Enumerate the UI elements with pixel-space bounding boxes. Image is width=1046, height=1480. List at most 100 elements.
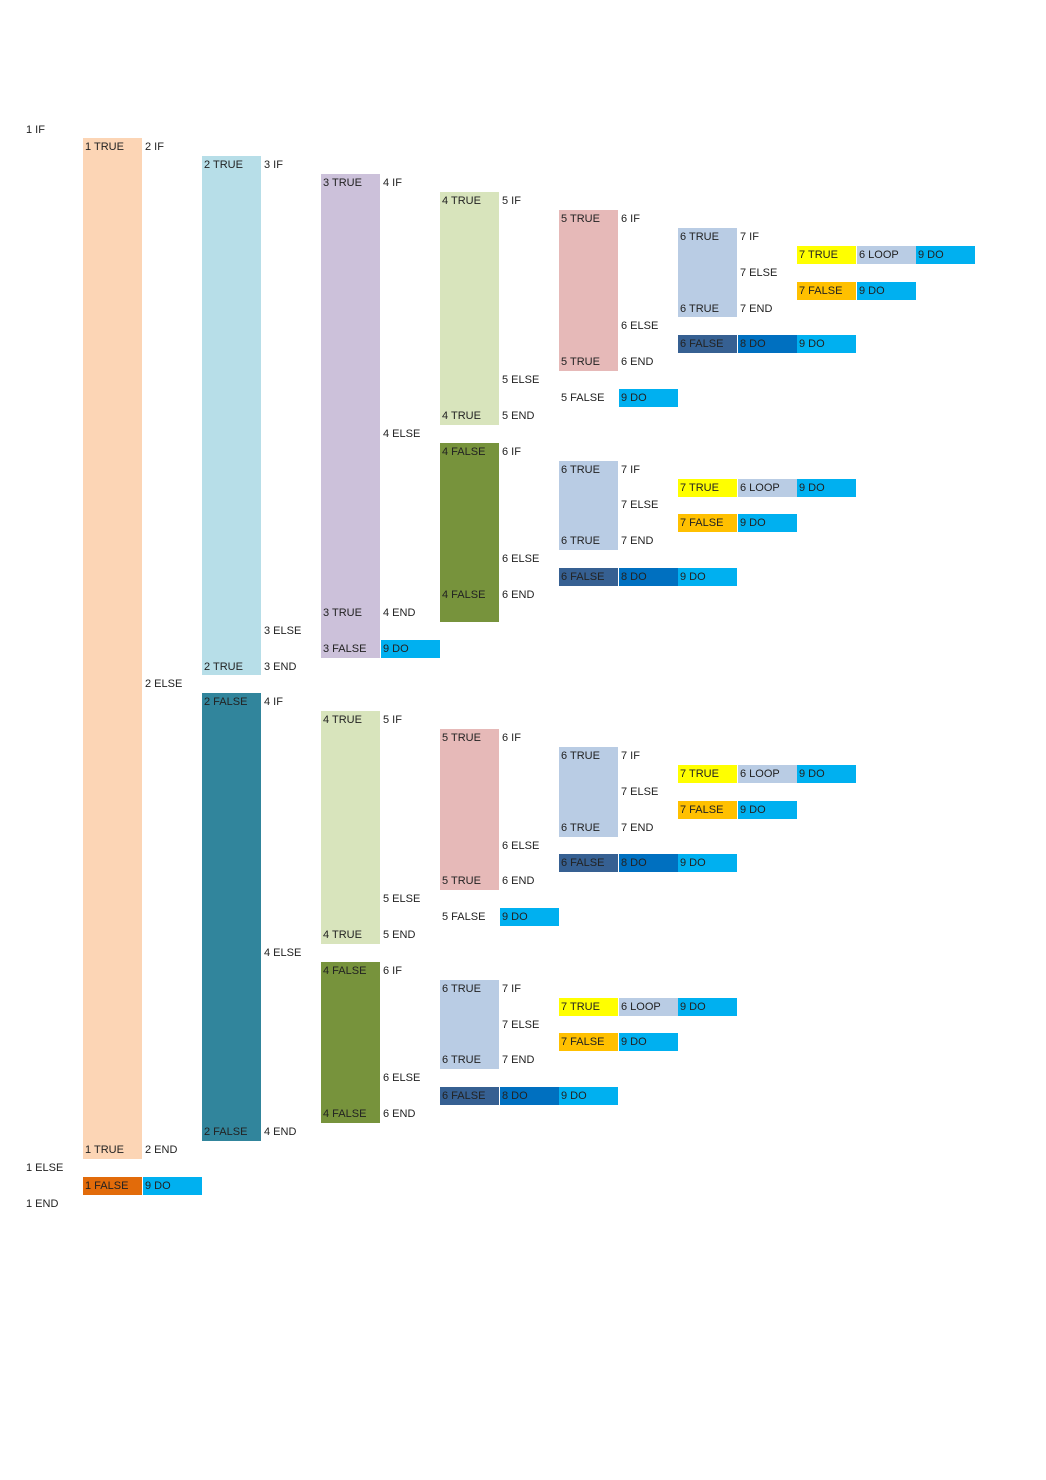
label-6-false: 6 FALSE: [442, 1090, 486, 1103]
branch-6-true-block: [559, 747, 618, 837]
do-9-block: [916, 245, 975, 264]
label-7-else: 7 ELSE: [502, 1018, 540, 1031]
do-8-block: [619, 568, 678, 586]
branch-6-true-block: [678, 227, 737, 318]
do-9-block: [678, 568, 737, 586]
label-7-if: 7 IF: [740, 230, 759, 243]
branch-7-false-block: [797, 281, 856, 300]
branch-7-true-block: [797, 245, 856, 264]
label-6-true: 6 TRUE: [561, 821, 600, 834]
label-1-true: 1 TRUE: [85, 141, 124, 154]
label-8-do: 8 DO: [740, 338, 766, 351]
do-9-block: [797, 335, 856, 354]
label-9-do: 9 DO: [383, 642, 409, 655]
label-7-true: 7 TRUE: [680, 767, 719, 780]
label-6-else: 6 ELSE: [502, 839, 540, 852]
loop-6-block: [738, 478, 797, 497]
label-6-true: 6 TRUE: [680, 302, 719, 315]
branch-3-true-block: [321, 174, 380, 640]
label-9-do: 9 DO: [502, 911, 528, 924]
label-5-true: 5 TRUE: [561, 213, 600, 225]
label-8-do: 8 DO: [621, 571, 647, 583]
label-6-end: 6 END: [621, 356, 654, 369]
label-5-end: 5 END: [383, 929, 416, 941]
label-9-do: 9 DO: [621, 392, 647, 404]
label-9-do: 9 DO: [145, 1179, 171, 1192]
label-6-true: 6 TRUE: [561, 535, 600, 548]
do-8-block: [619, 854, 678, 873]
do-9-block: [619, 1033, 678, 1052]
branch-2-false-block: [202, 693, 261, 1141]
do-9-block: [797, 764, 856, 783]
branch-1-false-block: [83, 1176, 142, 1195]
label-5-false: 5 FALSE: [442, 911, 486, 924]
label-6-true: 6 TRUE: [442, 982, 481, 995]
label-4-else: 4 ELSE: [383, 427, 421, 440]
label-3-true: 3 TRUE: [323, 606, 362, 619]
label-7-true: 7 TRUE: [561, 1000, 600, 1013]
label-4-end: 4 END: [383, 606, 416, 619]
label-6-loop: 6 LOOP: [740, 481, 780, 494]
label-9-do: 9 DO: [561, 1090, 587, 1103]
label-5-end: 5 END: [502, 409, 535, 422]
branch-7-true-block: [678, 764, 737, 783]
label-4-if: 4 IF: [383, 177, 402, 190]
label-7-end: 7 END: [621, 535, 654, 548]
loop-6-block: [738, 764, 797, 783]
label-4-true: 4 TRUE: [323, 714, 362, 727]
label-3-false: 3 FALSE: [323, 642, 367, 655]
branch-5-true-block: [440, 729, 499, 891]
label-4-true: 4 TRUE: [442, 195, 481, 208]
do-9-block: [738, 514, 797, 533]
label-6-else: 6 ELSE: [502, 553, 540, 566]
label-7-else: 7 ELSE: [740, 266, 778, 279]
label-3-else: 3 ELSE: [264, 624, 302, 637]
label-7-end: 7 END: [502, 1054, 535, 1067]
label-5-else: 5 ELSE: [383, 893, 421, 906]
do-9-block: [738, 800, 797, 819]
label-6-false: 6 FALSE: [561, 571, 605, 583]
do-9-block: [797, 478, 856, 497]
label-6-false: 6 FALSE: [561, 857, 605, 870]
label-9-do: 9 DO: [859, 284, 885, 297]
do-9-block: [678, 854, 737, 873]
branch-3-false-block: [321, 639, 380, 658]
branch-7-true-block: [559, 997, 618, 1016]
label-8-do: 8 DO: [502, 1090, 528, 1103]
label-3-true: 3 TRUE: [323, 177, 362, 190]
label-4-true: 4 TRUE: [323, 929, 362, 941]
label-6-end: 6 END: [502, 588, 535, 601]
label-6-if: 6 IF: [502, 445, 521, 458]
label-9-do: 9 DO: [799, 338, 825, 351]
label-4-if: 4 IF: [264, 696, 283, 709]
label-2-if: 2 IF: [145, 141, 164, 154]
label-6-if: 6 IF: [502, 732, 521, 745]
label-2-true: 2 TRUE: [204, 660, 243, 673]
branch-2-true-block: [202, 156, 261, 676]
label-2-else: 2 ELSE: [145, 678, 183, 691]
label-1-end: 1 END: [26, 1197, 59, 1210]
label-6-true: 6 TRUE: [442, 1054, 481, 1067]
label-4-false: 4 FALSE: [323, 964, 367, 977]
label-5-else: 5 ELSE: [502, 374, 540, 387]
label-5-if: 5 IF: [383, 714, 402, 727]
label-5-if: 5 IF: [502, 195, 521, 208]
label-5-true: 5 TRUE: [442, 732, 481, 745]
label-5-true: 5 TRUE: [442, 875, 481, 888]
label-1-false: 1 FALSE: [85, 1179, 129, 1192]
label-7-if: 7 IF: [621, 463, 640, 476]
do-8-block: [500, 1087, 559, 1106]
loop-6-block: [619, 997, 678, 1016]
label-7-else: 7 ELSE: [621, 499, 659, 512]
label-4-false: 4 FALSE: [442, 588, 486, 601]
branch-7-false-block: [559, 1033, 618, 1052]
label-7-else: 7 ELSE: [621, 785, 659, 798]
label-2-end: 2 END: [145, 1143, 178, 1156]
branch-1-true-block: [83, 138, 142, 1159]
label-6-end: 6 END: [383, 1108, 416, 1120]
label-4-else: 4 ELSE: [264, 946, 302, 959]
label-2-false: 2 FALSE: [204, 1125, 248, 1138]
branch-5-true-block: [559, 210, 618, 372]
do-9-block: [559, 1087, 618, 1106]
